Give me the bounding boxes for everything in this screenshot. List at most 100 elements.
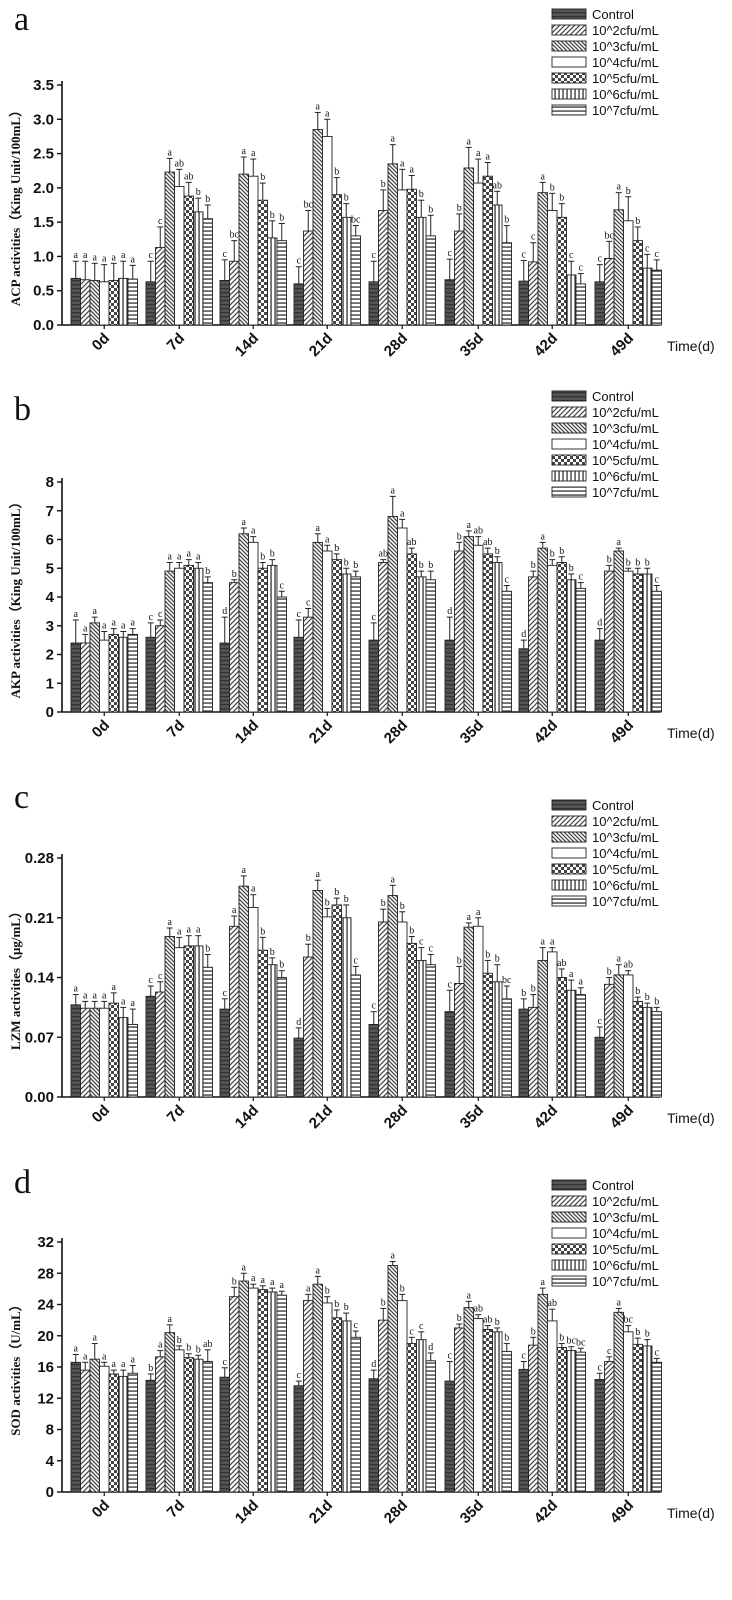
bar [575,994,586,1098]
bar [613,550,624,713]
bar [238,1280,249,1493]
significance-label: b [419,189,424,200]
legend-label: 10^2cfu/mL [592,405,659,420]
bar [594,1036,605,1098]
legend-label: Control [592,1178,634,1193]
significance-label: bc [576,1337,586,1348]
bar [444,639,455,713]
significance-label: c [598,254,603,265]
significance-label: b [504,215,509,226]
x-category-label: 7d [164,717,188,741]
significance-label: a [579,977,584,988]
bar [556,1347,567,1493]
bar [416,576,427,713]
bar [518,1368,529,1493]
bar [444,279,455,326]
significance-label: a [569,969,574,980]
significance-label: a [112,982,117,993]
significance-label: a [410,165,415,176]
bar [454,1327,465,1493]
x-category-label: 28d [381,1497,411,1527]
significance-label: c [158,609,163,620]
significance-label: a [541,937,546,948]
x-category-label: 21d [306,717,336,747]
significance-label: a [541,171,546,182]
significance-label: a [93,990,98,1001]
bar [594,639,605,713]
bar [387,895,398,1098]
significance-label: b [381,898,386,909]
legend-label: 10^6cfu/mL [592,469,659,484]
significance-label: ab [483,537,492,548]
significance-label: b [270,549,275,560]
significance-label: ab [184,171,193,182]
legend-swatch [551,879,587,891]
significance-label: b [626,186,631,197]
legend-label: Control [592,389,634,404]
bar [118,636,129,713]
significance-label: a [400,508,405,519]
bar [350,974,361,1098]
bar [341,573,352,713]
legend-label: 10^6cfu/mL [592,87,659,102]
significance-label: b [270,947,275,958]
legend-swatch [551,406,587,418]
bar [118,1375,129,1493]
significance-label: c [149,612,154,623]
significance-label: a [83,623,88,634]
bar [99,1007,110,1098]
significance-label: b [334,543,339,554]
significance-label: a [102,254,107,265]
significance-label: a [121,250,126,261]
bar [164,570,175,713]
legend-label: 10^6cfu/mL [592,878,659,893]
bar [425,579,436,713]
significance-label: a [251,148,256,159]
legend-swatch [551,72,587,84]
legend-label: 10^3cfu/mL [592,39,659,54]
panel-b: b 0 1 2 3 4 5 6 7 8 AKP activities（King Unit/100m… [8,389,715,747]
y-tick-label: 28 [37,1265,54,1282]
x-category-label: 14d [232,330,262,360]
bar [331,1317,342,1493]
significance-label: b [645,1329,650,1340]
legend-label: 10^5cfu/mL [592,862,659,877]
significance-label: a [325,108,330,119]
legend-label: Control [592,7,634,22]
bar [312,1283,323,1493]
significance-label: c [531,232,536,243]
x-axis-label: Time(d) [667,1505,715,1521]
bar [350,576,361,713]
x-category-label: 42d [531,330,561,360]
legend-swatch [551,470,587,482]
significance-label: c [522,250,527,261]
bar [387,516,398,713]
bar [80,642,91,713]
y-tick-label: 0.28 [25,850,54,867]
legend-label: 10^5cfu/mL [592,71,659,86]
significance-label: ab [548,1298,557,1309]
y-tick-label: 12 [37,1390,54,1407]
significance-label: a [168,917,173,928]
bar [528,576,539,713]
significance-label: b [344,193,349,204]
significance-label: c [372,1001,377,1012]
bar [378,921,389,1098]
x-axis-label: Time(d) [667,725,715,741]
bar [164,1332,175,1493]
bar [594,1379,605,1493]
y-tick-label: 16 [37,1359,54,1376]
significance-label: a [242,865,247,876]
y-axis-label: AKP activities（King Unit/100mL） [8,496,23,699]
bar [293,636,304,713]
bar [454,230,465,326]
bar [99,1365,110,1493]
significance-label: a [112,252,117,263]
significance-label: a [280,1280,285,1291]
significance-label: b [559,1333,564,1344]
bar [127,1023,138,1098]
significance-label: c [569,250,574,261]
bar [322,550,333,713]
bar [368,281,379,326]
x-category-label: 35d [457,717,487,747]
